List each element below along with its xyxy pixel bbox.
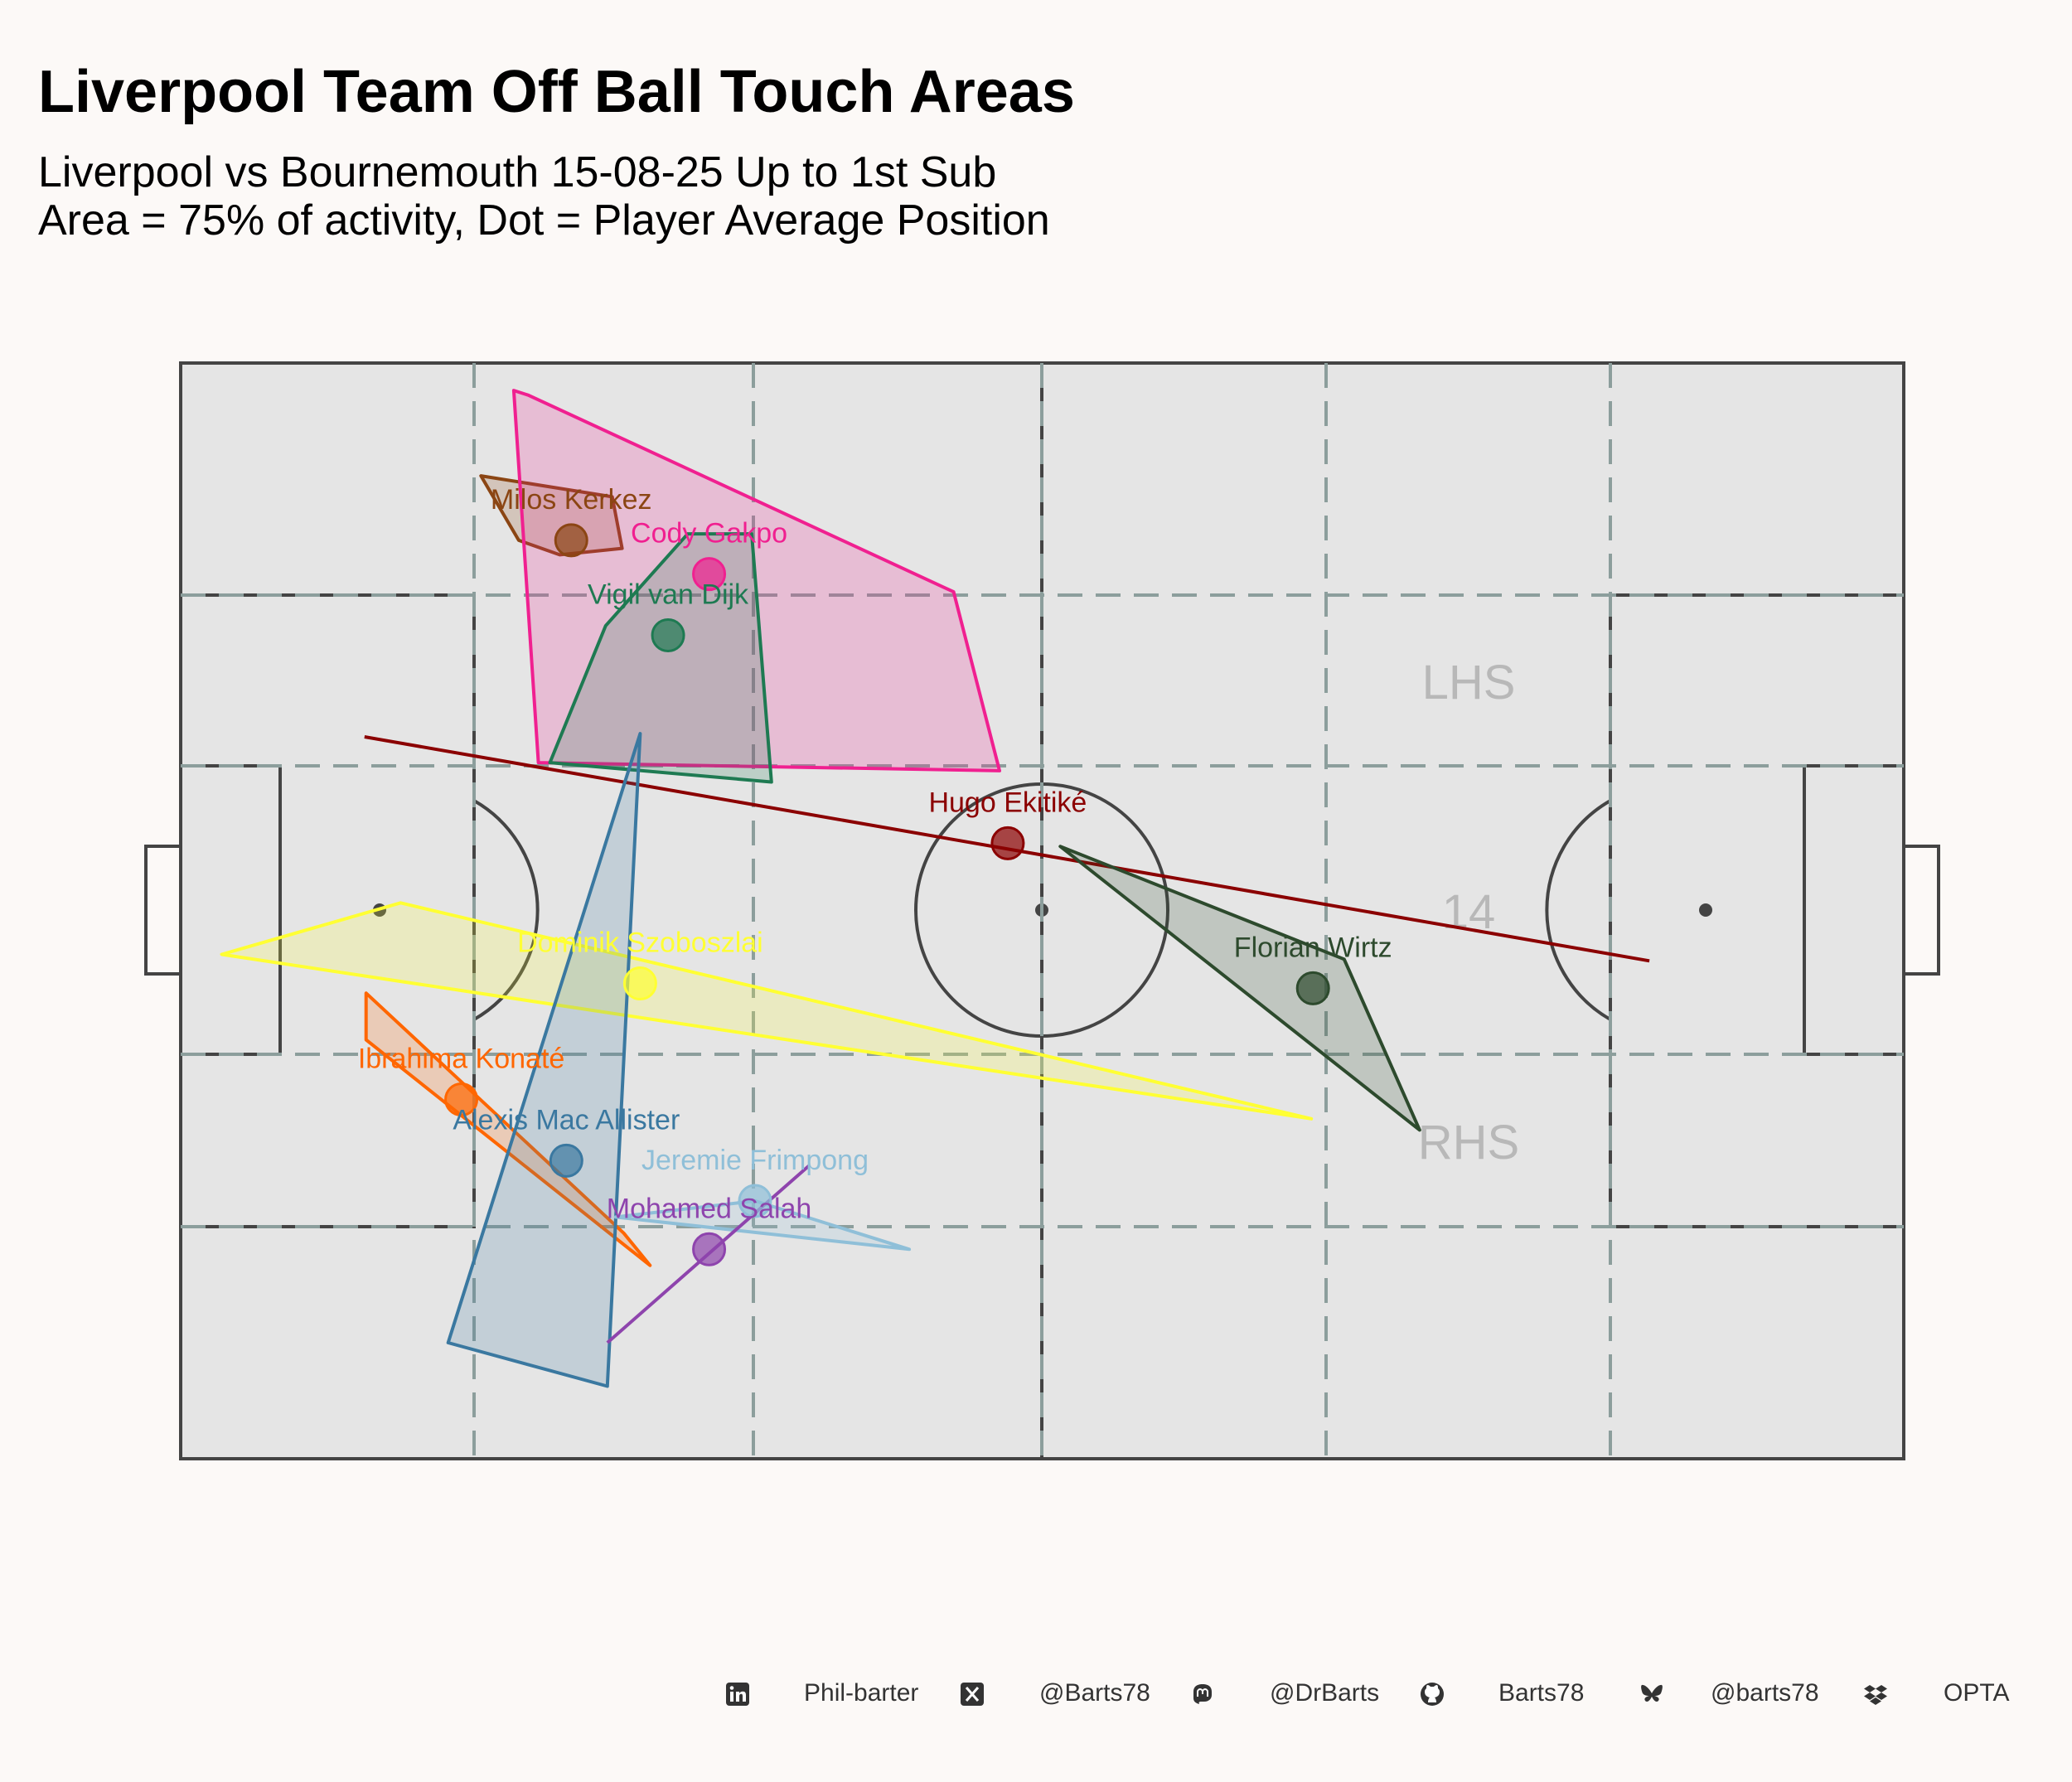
avg-dot-cody-gakpo — [692, 557, 727, 592]
label-ibrahima-konate: Ibrahima Konaté — [358, 1043, 565, 1074]
label-mohamed-salah: Mohamed Salah — [607, 1193, 812, 1224]
footer-credits: Phil-barter @Barts78 @DrBarts Barts78 @b… — [704, 1678, 2047, 1712]
zone-label-lhs: LHS — [1422, 656, 1516, 709]
avg-dot-hugo-ekitike — [990, 826, 1025, 860]
footer-x-text: @Barts78 — [1039, 1679, 1150, 1707]
area-dominik-szoboszlai — [220, 901, 1314, 1121]
avg-dot-alexis-mac-allister — [549, 1143, 583, 1178]
zone-labels: LHS 14 RHS — [1418, 656, 1519, 1169]
avg-dot-ibrahima-konate — [444, 1082, 479, 1116]
label-milos-kerkez: Milos Kerkez — [491, 484, 652, 516]
bluesky-icon[interactable] — [1639, 1682, 1664, 1707]
area-vigil-van-dijk — [548, 532, 773, 784]
linkedin-icon[interactable] — [725, 1682, 750, 1707]
avg-dot-florian-wirtz — [1295, 971, 1330, 1005]
label-florian-wirtz: Florian Wirtz — [1234, 932, 1392, 963]
label-vigil-van-dijk: Vigil van Dijk — [588, 579, 749, 611]
area-ibrahima-konate — [364, 991, 652, 1267]
x-twitter-icon[interactable] — [960, 1682, 985, 1707]
footer-linkedin-text: Phil-barter — [804, 1679, 919, 1707]
area-jeremie-frimpong — [613, 1198, 912, 1252]
right-penalty-spot — [1699, 903, 1712, 917]
left-goal — [144, 845, 182, 976]
label-hugo-ekitike: Hugo Ekitiké — [928, 787, 1087, 818]
avg-dot-mohamed-salah — [692, 1232, 727, 1266]
zone-label-rhs: RHS — [1418, 1116, 1519, 1169]
footer-bluesky-text: @barts78 — [1711, 1679, 1819, 1707]
area-alexis-mac-allister — [446, 732, 642, 1388]
pitch-spots — [373, 903, 1712, 917]
area-florian-wirtz — [1058, 845, 1421, 1132]
right-penalty-arc — [1545, 799, 1611, 1021]
zone-grid — [181, 363, 1904, 1459]
chart-title: Liverpool Team Off Ball Touch Areas — [38, 59, 1075, 125]
footer-mastodon-text: @DrBarts — [1270, 1679, 1380, 1707]
avg-dot-jeremie-frimpong — [738, 1184, 772, 1218]
label-dominik-szoboszlai: Dominik Szoboszlai — [517, 927, 763, 958]
chart-subtitle-line2: Area = 75% of activity, Dot = Player Ave… — [38, 196, 1050, 245]
label-jeremie-frimpong: Jeremie Frimpong — [641, 1145, 869, 1176]
label-alexis-mac-allister: Alexis Mac Allister — [453, 1104, 680, 1136]
chart-subtitle-line1: Liverpool vs Bournemouth 15-08-25 Up to … — [38, 148, 997, 196]
player-areas — [220, 389, 1650, 1388]
avg-dot-milos-kerkez — [554, 523, 588, 558]
label-cody-gakpo: Cody Gakpo — [631, 518, 787, 550]
player-dots — [444, 523, 1330, 1266]
github-icon[interactable] — [1420, 1682, 1445, 1707]
footer-dropbox-text: OPTA — [1944, 1679, 2010, 1707]
avg-dot-vigil-van-dijk — [651, 618, 685, 653]
avg-dot-dominik-szoboszlai — [622, 966, 657, 1000]
dropbox-icon[interactable] — [1863, 1682, 1888, 1707]
mastodon-icon[interactable] — [1190, 1682, 1215, 1707]
right-goal — [1902, 845, 1940, 976]
footer-github-text: Barts78 — [1498, 1679, 1585, 1707]
